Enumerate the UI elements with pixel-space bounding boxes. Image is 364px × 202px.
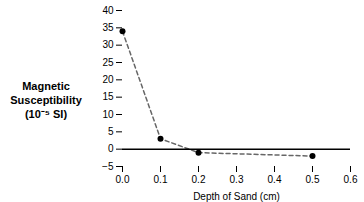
svg-text:0.5: 0.5	[306, 174, 320, 185]
svg-text:15: 15	[102, 91, 114, 102]
svg-text:0.4: 0.4	[268, 174, 282, 185]
svg-text:0: 0	[108, 143, 114, 154]
svg-text:20: 20	[102, 74, 114, 85]
svg-text:−5: −5	[102, 161, 114, 172]
svg-text:0.1: 0.1	[154, 174, 168, 185]
svg-text:0.0: 0.0	[116, 174, 130, 185]
svg-text:0.2: 0.2	[192, 174, 206, 185]
svg-text:0.3: 0.3	[230, 174, 244, 185]
svg-text:30: 30	[102, 39, 114, 50]
svg-text:25: 25	[102, 57, 114, 68]
svg-text:Depth of Sand (cm): Depth of Sand (cm)	[193, 191, 280, 202]
svg-text:0.6: 0.6	[344, 174, 358, 185]
svg-text:35: 35	[102, 22, 114, 33]
svg-text:10: 10	[102, 109, 114, 120]
svg-text:40: 40	[102, 5, 114, 16]
html-text:Magnetic Susceptibility (10⁻⁵: Magnetic Susceptibility (10⁻⁵ SI)	[10, 80, 82, 120]
svg-text:5: 5	[108, 126, 114, 137]
